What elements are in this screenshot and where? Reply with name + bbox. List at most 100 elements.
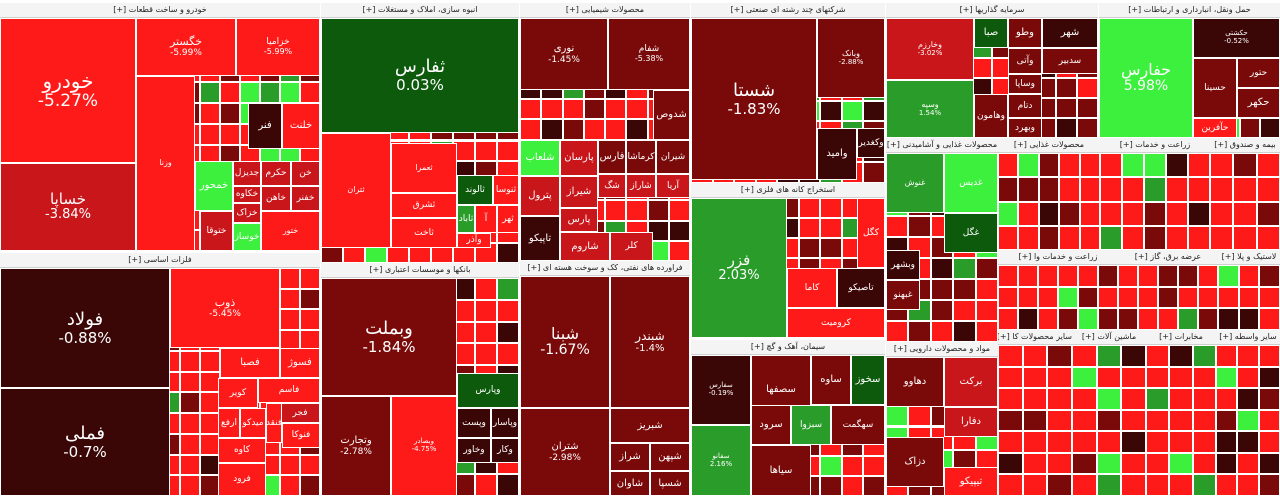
stock-tile[interactable]: شستا -1.83% [691,18,817,180]
sector-title[interactable]: محصولات شیمیایی [+] [520,3,690,18]
sector-block[interactable]: سرمایه گذاریها [+] وخارزم -3.02% صبا وطو شهر س… [886,3,1098,138]
stock-tile[interactable]: پارس [560,208,598,232]
stock-tile[interactable]: ثاباد [457,205,475,233]
stock-tile[interactable]: سیاها [751,445,811,496]
stock-tile[interactable]: حکشتی -0.52% [1193,18,1280,58]
stock-tile[interactable]: کویر [218,378,258,408]
stock-tile[interactable]: تاپیکو [520,216,560,261]
stock-tile[interactable]: فزر 2.03% [691,198,787,338]
stock-tile[interactable]: وخاور [457,438,491,463]
stock-tile[interactable]: فنوکا [282,423,320,448]
stock-tile[interactable]: ثالوند [457,175,493,205]
stock-tile[interactable]: ثهر [497,205,519,233]
sector-title[interactable]: سایر واسطه [+] [1216,330,1280,345]
sector-title[interactable]: فلزات اساسی [+] [0,253,320,268]
sector-block[interactable]: بانکها و موسسات اعتباری [+] وبملت -1.84% وت… [321,263,519,496]
stock-tile[interactable]: وطو [1008,18,1042,48]
stock-tile[interactable]: فجر [280,403,320,423]
stock-tile[interactable]: ثعمرا [391,143,457,193]
stock-tile[interactable]: ذوب -5.45% [170,268,280,348]
stock-tile[interactable]: وآتی [1008,48,1042,74]
stock-tile[interactable]: تیپیکو [944,467,998,496]
stock-tile[interactable]: شپهن [650,443,690,471]
stock-tile[interactable]: فرود [218,463,266,496]
sector-title[interactable]: زراعت و خدمات [+] [1100,138,1210,153]
stock-tile[interactable]: فاسم [258,378,320,403]
sector-block[interactable]: بیمه و صندوق [+] [1210,138,1280,250]
stock-tile[interactable]: شیراز [560,176,598,208]
sector-block[interactable]: حمل ونقل، انبارداری و ارتباطات [+] حفارس 5… [1099,3,1280,138]
stock-tile[interactable]: ختوقا [200,211,233,251]
sector-block[interactable]: محصولات غذایی و آشامیدنی [+] غنوش غدیس غگل و… [886,138,998,342]
stock-tile[interactable]: غدیس [944,153,998,213]
stock-tile[interactable]: کلر [610,232,653,261]
stock-tile[interactable]: سهگمت [831,405,885,445]
stock-tile[interactable]: غنوش [886,153,944,213]
stock-tile[interactable]: ثشرق [391,193,457,218]
sector-title[interactable]: حمل ونقل، انبارداری و ارتباطات [+] [1099,3,1280,18]
stock-tile[interactable]: کرومیت [787,308,885,338]
sector-title[interactable]: محصولات غذایی و آشامیدنی [+] [886,138,998,153]
sector-block[interactable]: سیمان، آهک و گچ [+] سفارس -0.19% سصفها ساوه س… [691,340,885,496]
stock-tile[interactable]: وخارزم -3.02% [886,18,974,80]
stock-tile[interactable]: شبندر -1.4% [610,276,690,408]
stock-tile[interactable]: فنر [248,103,282,149]
sector-block[interactable]: انبوه سازی، املاک و مستغلات [+] ثفارس 0.03… [321,3,519,263]
stock-tile[interactable]: شفام -5.38% [608,18,690,90]
stock-tile[interactable]: ثاخت [391,218,457,248]
stock-tile[interactable]: شراز [610,443,650,471]
stock-tile[interactable]: حکرم [261,161,291,186]
stock-tile[interactable]: ساوه [811,355,851,405]
sector-block[interactable]: استخراج کانه های فلزی [+] فزر 2.03% کاما تاص… [691,183,885,338]
sector-block[interactable]: ماشین آلات [+] [1072,330,1146,496]
stock-tile[interactable]: سدبیر [1042,48,1098,74]
sector-block[interactable]: سایر واسطه [+] [1216,330,1280,496]
stock-tile[interactable]: خکاوه [233,186,261,203]
stock-tile[interactable]: شبنا -1.67% [520,276,610,408]
sector-title[interactable]: زراعت و خدمات وا [+] [998,250,1118,265]
stock-tile[interactable]: خاهن [261,186,291,211]
stock-tile[interactable]: فنقد [266,403,282,443]
stock-tile[interactable]: فولاد -0.88% [0,268,170,388]
stock-tile[interactable]: خلنت [282,103,320,149]
stock-tile[interactable]: خساپا -3.84% [0,163,136,251]
stock-tile[interactable]: پارسان [560,140,598,176]
stock-tile[interactable]: حتور [1237,58,1280,88]
stock-tile[interactable]: خفنر [291,186,320,211]
sector-block[interactable]: شرکتهای چند رشته ای صنعتی [+] شستا -1.83% و… [691,3,885,183]
sector-title[interactable]: بانکها و موسسات اعتباری [+] [321,263,519,278]
stock-tile[interactable]: شگ [598,174,626,198]
sector-title[interactable]: شرکتهای چند رشته ای صنعتی [+] [691,3,885,18]
stock-tile[interactable]: کگل [857,198,885,268]
stock-tile[interactable]: کرماشا [626,140,656,174]
stock-tile[interactable]: شاروم [560,232,610,261]
stock-tile[interactable]: غبهنو [886,280,920,310]
stock-tile[interactable]: وهامون [974,94,1008,138]
stock-tile[interactable]: وبانک -2.88% [817,18,885,98]
stock-tile[interactable]: وپاسار [491,408,519,438]
stock-tile[interactable]: آ [475,205,497,233]
sector-title[interactable]: استخراج کانه های فلزی [+] [691,183,885,198]
stock-tile[interactable]: وبصادر -4.75% [391,396,457,496]
stock-tile[interactable]: وپست [457,408,491,438]
stock-tile[interactable]: شاوان [610,471,650,496]
stock-tile[interactable]: خگستر -5.99% [136,18,236,76]
stock-tile[interactable]: شدوص [653,90,690,140]
stock-tile[interactable]: کاوه [218,438,266,463]
stock-tile[interactable]: ثفارس 0.03% [321,18,519,133]
stock-tile[interactable]: خزامیا -5.99% [236,18,320,76]
stock-tile[interactable]: خمحور [195,161,233,211]
stock-tile[interactable]: دهاوو [886,357,944,407]
sector-block[interactable]: خودرو و ساخت قطعات [+] خودرو -5.27% خگستر -5… [0,3,320,251]
stock-tile[interactable]: صبا [974,18,1008,48]
stock-tile[interactable]: وسپه 1.54% [886,80,974,138]
stock-tile[interactable]: ختور [261,211,320,251]
sector-title[interactable]: خودرو و ساخت قطعات [+] [0,3,320,18]
stock-tile[interactable]: فارس [598,140,626,174]
stock-tile[interactable]: سخوز [851,355,885,405]
stock-tile[interactable]: حآفرین [1193,118,1237,138]
stock-tile[interactable]: وبهرد [1008,118,1042,138]
stock-tile[interactable]: خوساز [233,223,261,251]
stock-tile[interactable]: برکت [944,357,998,407]
sector-block[interactable]: زراعت و خدمات [+] [1100,138,1210,250]
